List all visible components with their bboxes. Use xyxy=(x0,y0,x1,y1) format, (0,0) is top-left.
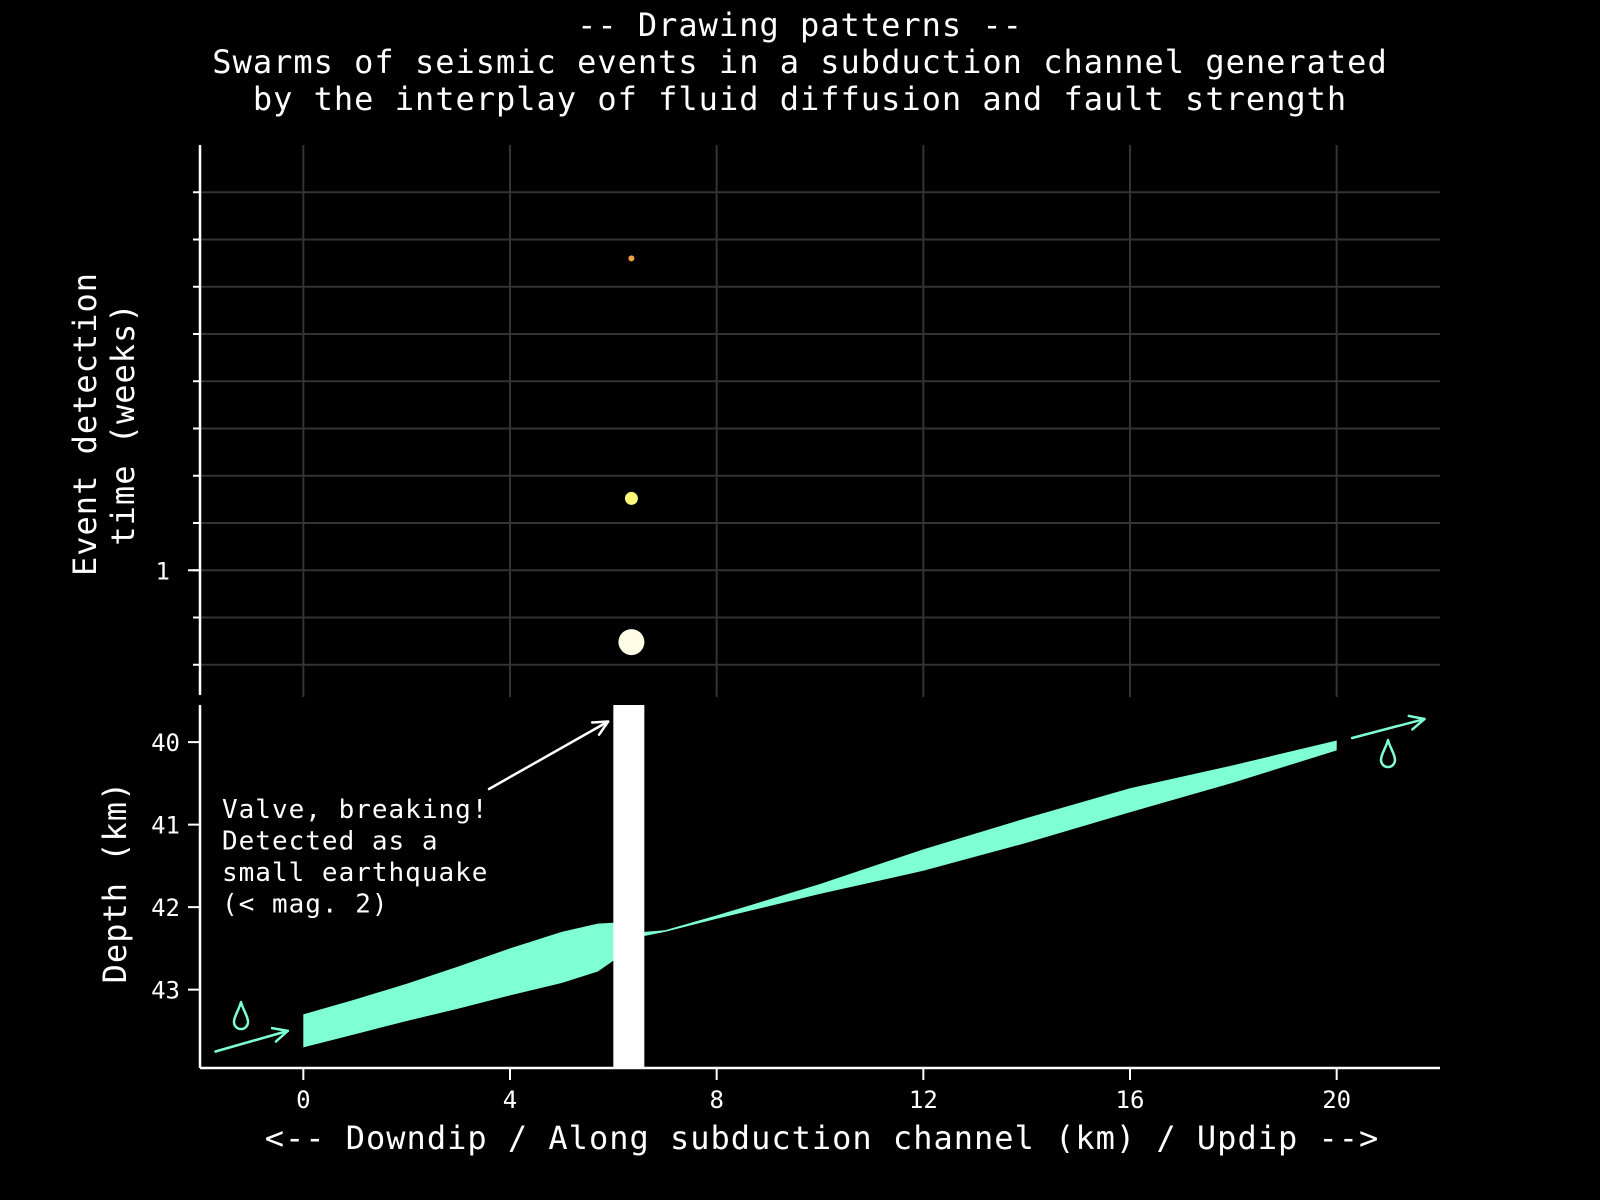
event-time-ylabel-line-1: Event detection xyxy=(66,272,104,576)
event-point xyxy=(618,629,645,656)
depth-ticks: 40 41 42 43 0 4 8 12 16 20 xyxy=(151,729,1351,1114)
x-tick-label: 8 xyxy=(709,1086,723,1114)
event-points xyxy=(618,255,645,656)
x-tick-label: 16 xyxy=(1116,1086,1145,1114)
subduction-channel-fluid xyxy=(303,740,1337,1048)
depth-y-tick-label: 42 xyxy=(151,894,180,922)
depth-axes xyxy=(198,705,1440,1070)
flow-out-arrow-head xyxy=(1407,714,1426,731)
event-time-ticks: 1 xyxy=(156,191,200,666)
xlabel: <-- Downdip / Along subduction channel (… xyxy=(265,1119,1380,1157)
fluid-flow-arrows xyxy=(214,714,1426,1053)
annotation-line: (< mag. 2) xyxy=(222,890,389,920)
depth-y-tick-label: 41 xyxy=(151,812,180,840)
x-tick-label: 4 xyxy=(503,1086,517,1114)
depth-ylabel: Depth (km) xyxy=(96,781,134,984)
title-line-2: Swarms of seismic events in a subduction… xyxy=(212,43,1387,81)
valve-bar xyxy=(613,705,645,1068)
flow-in-arrow-head xyxy=(270,1026,290,1043)
title-line-3: by the interplay of fluid diffusion and … xyxy=(253,80,1347,118)
title-line-1: -- Drawing patterns -- xyxy=(577,6,1023,44)
depth-y-tick-label: 43 xyxy=(151,977,180,1005)
droplet-icon xyxy=(232,1000,250,1031)
flow-out-arrow-shaft xyxy=(1350,717,1426,740)
flow-in-arrow xyxy=(214,1026,290,1053)
flow-in-arrow-shaft xyxy=(214,1029,290,1053)
figure-title: -- Drawing patterns -- Swarms of seismic… xyxy=(212,6,1387,118)
event-point xyxy=(624,491,638,505)
annotation-arrow xyxy=(487,720,610,791)
event-time-tick-label: 1 xyxy=(156,557,170,585)
flow-out-arrow xyxy=(1350,714,1426,740)
event-point xyxy=(628,255,635,262)
droplet-icon xyxy=(1379,738,1397,769)
event-time-panel: 1 Event detection time (weeks) xyxy=(66,145,1440,697)
x-tick-label: 20 xyxy=(1322,1086,1351,1114)
event-time-gridlines xyxy=(200,145,1440,697)
depth-panel: 40 41 42 43 0 4 8 12 16 20 Valve, breaking!Detect… xyxy=(96,705,1440,1157)
x-tick-label: 0 xyxy=(296,1086,310,1114)
depth-y-tick-label: 40 xyxy=(151,729,180,757)
annotation-arrow-head xyxy=(590,720,610,736)
x-tick-label: 12 xyxy=(909,1086,938,1114)
annotation-arrow-shaft xyxy=(487,720,610,791)
annotation-line: Detected as a xyxy=(222,827,439,857)
event-time-ylabel-line-2: time (weeks) xyxy=(104,302,142,545)
annotation-line: small earthquake xyxy=(222,858,488,888)
annotation-line: Valve, breaking! xyxy=(222,795,488,825)
